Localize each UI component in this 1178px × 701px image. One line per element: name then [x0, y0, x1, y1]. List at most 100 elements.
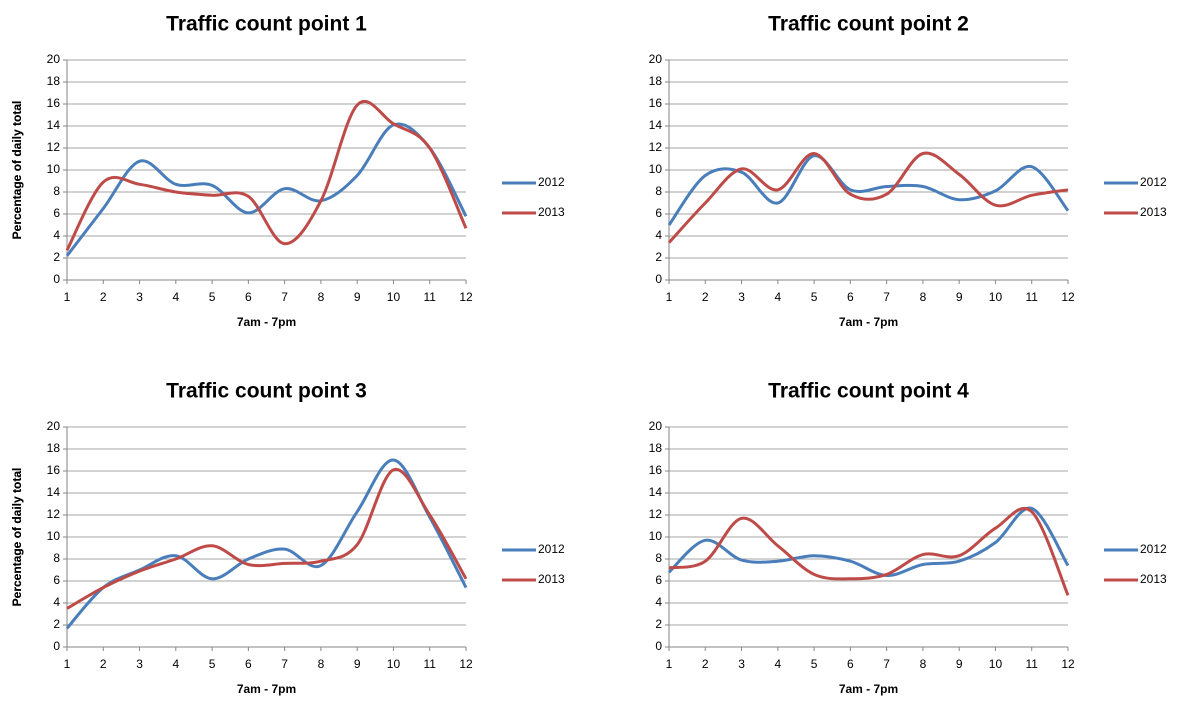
chart-title: Traffic count point 2	[768, 13, 969, 36]
y-tick-label: 8	[53, 184, 60, 198]
x-tick-label: 3	[136, 290, 143, 304]
x-tick-label: 6	[245, 290, 252, 304]
x-tick-label: 5	[209, 657, 216, 671]
y-tick-label: 0	[53, 272, 60, 286]
x-tick-label: 10	[387, 657, 401, 671]
x-tick-label: 8	[318, 657, 325, 671]
x-tick-label: 2	[702, 657, 709, 671]
y-tick-label: 14	[649, 485, 663, 499]
y-tick-label: 6	[53, 206, 60, 220]
y-tick-label: 16	[649, 96, 663, 110]
x-tick-label: 12	[1061, 657, 1075, 671]
y-tick-label: 18	[47, 441, 61, 455]
y-tick-label: 0	[655, 272, 662, 286]
y-tick-label: 14	[649, 118, 663, 132]
x-tick-label: 11	[1025, 290, 1038, 304]
y-tick-label: 12	[649, 140, 663, 154]
x-axis-title: 7am - 7pm	[237, 682, 296, 696]
y-tick-label: 14	[47, 118, 61, 132]
y-axis-title: Percentage of daily total	[10, 101, 24, 240]
x-tick-label: 4	[172, 290, 179, 304]
y-tick-label: 14	[47, 485, 61, 499]
x-tick-label: 6	[847, 657, 854, 671]
y-tick-label: 12	[649, 507, 663, 521]
legend-label: 2013	[538, 572, 565, 586]
x-tick-label: 12	[1061, 290, 1075, 304]
x-tick-label: 7	[883, 290, 890, 304]
chart-title: Traffic count point 4	[768, 380, 969, 403]
x-tick-label: 10	[989, 290, 1003, 304]
y-tick-label: 20	[649, 52, 663, 66]
series-line	[667, 506, 1070, 578]
y-tick-label: 2	[53, 617, 60, 631]
x-axis-title: 7am - 7pm	[839, 682, 898, 696]
chart-title: Traffic count point 3	[166, 380, 367, 403]
y-tick-label: 16	[649, 463, 663, 477]
x-tick-label: 8	[920, 657, 927, 671]
y-tick-label: 16	[47, 96, 61, 110]
x-tick-label: 7	[281, 657, 288, 671]
x-tick-label: 11	[423, 290, 436, 304]
y-tick-label: 18	[649, 74, 663, 88]
y-tick-label: 0	[655, 639, 662, 653]
legend-label: 2013	[1140, 572, 1167, 586]
x-tick-label: 8	[318, 290, 325, 304]
y-tick-label: 20	[649, 419, 663, 433]
y-tick-label: 2	[655, 617, 662, 631]
series-line	[65, 122, 468, 257]
x-tick-label: 6	[847, 290, 854, 304]
series-line	[668, 507, 1070, 596]
x-axis-title: 7am - 7pm	[237, 315, 296, 329]
y-tick-label: 18	[649, 441, 663, 455]
x-tick-label: 1	[666, 290, 673, 304]
x-tick-label: 9	[956, 290, 963, 304]
y-tick-label: 6	[655, 573, 662, 587]
y-tick-label: 6	[655, 206, 662, 220]
x-tick-label: 4	[774, 657, 781, 671]
y-tick-label: 18	[47, 74, 61, 88]
y-tick-label: 4	[655, 595, 662, 609]
x-tick-label: 4	[774, 290, 781, 304]
y-tick-label: 2	[655, 250, 662, 264]
x-tick-label: 2	[702, 290, 709, 304]
y-axis-title: Percentage of daily total	[10, 101, 24, 240]
legend-label: 2012	[1140, 542, 1167, 556]
series-line	[667, 151, 1069, 244]
y-axis-title: Percentage of daily total	[10, 468, 24, 607]
series-line	[65, 100, 468, 252]
y-tick-label: 12	[47, 140, 61, 154]
chart-title: Traffic count point 1	[166, 13, 367, 36]
x-tick-label: 12	[459, 657, 473, 671]
y-tick-label: 4	[655, 228, 662, 242]
y-tick-label: 20	[47, 52, 61, 66]
y-tick-label: 8	[53, 551, 60, 565]
x-tick-label: 5	[811, 290, 818, 304]
x-tick-label: 9	[354, 290, 361, 304]
x-tick-label: 11	[423, 657, 436, 671]
x-tick-label: 1	[64, 290, 71, 304]
x-tick-label: 4	[172, 657, 179, 671]
legend-label: 2012	[1140, 175, 1167, 189]
legend-label: 2013	[1140, 205, 1167, 219]
x-tick-label: 6	[245, 657, 252, 671]
legend-label: 2012	[538, 175, 565, 189]
y-tick-label: 16	[47, 463, 61, 477]
x-tick-label: 5	[209, 290, 216, 304]
y-tick-label: 4	[53, 595, 60, 609]
x-tick-label: 10	[387, 290, 401, 304]
y-tick-label: 20	[47, 419, 61, 433]
y-tick-label: 10	[47, 529, 61, 543]
x-tick-label: 11	[1025, 657, 1038, 671]
x-tick-label: 9	[956, 657, 963, 671]
x-tick-label: 3	[738, 290, 745, 304]
x-tick-label: 7	[281, 290, 288, 304]
y-tick-label: 10	[649, 162, 663, 176]
x-tick-label: 1	[64, 657, 71, 671]
y-tick-label: 4	[53, 228, 60, 242]
y-tick-label: 10	[649, 529, 663, 543]
x-tick-label: 3	[136, 657, 143, 671]
x-tick-label: 8	[920, 290, 927, 304]
